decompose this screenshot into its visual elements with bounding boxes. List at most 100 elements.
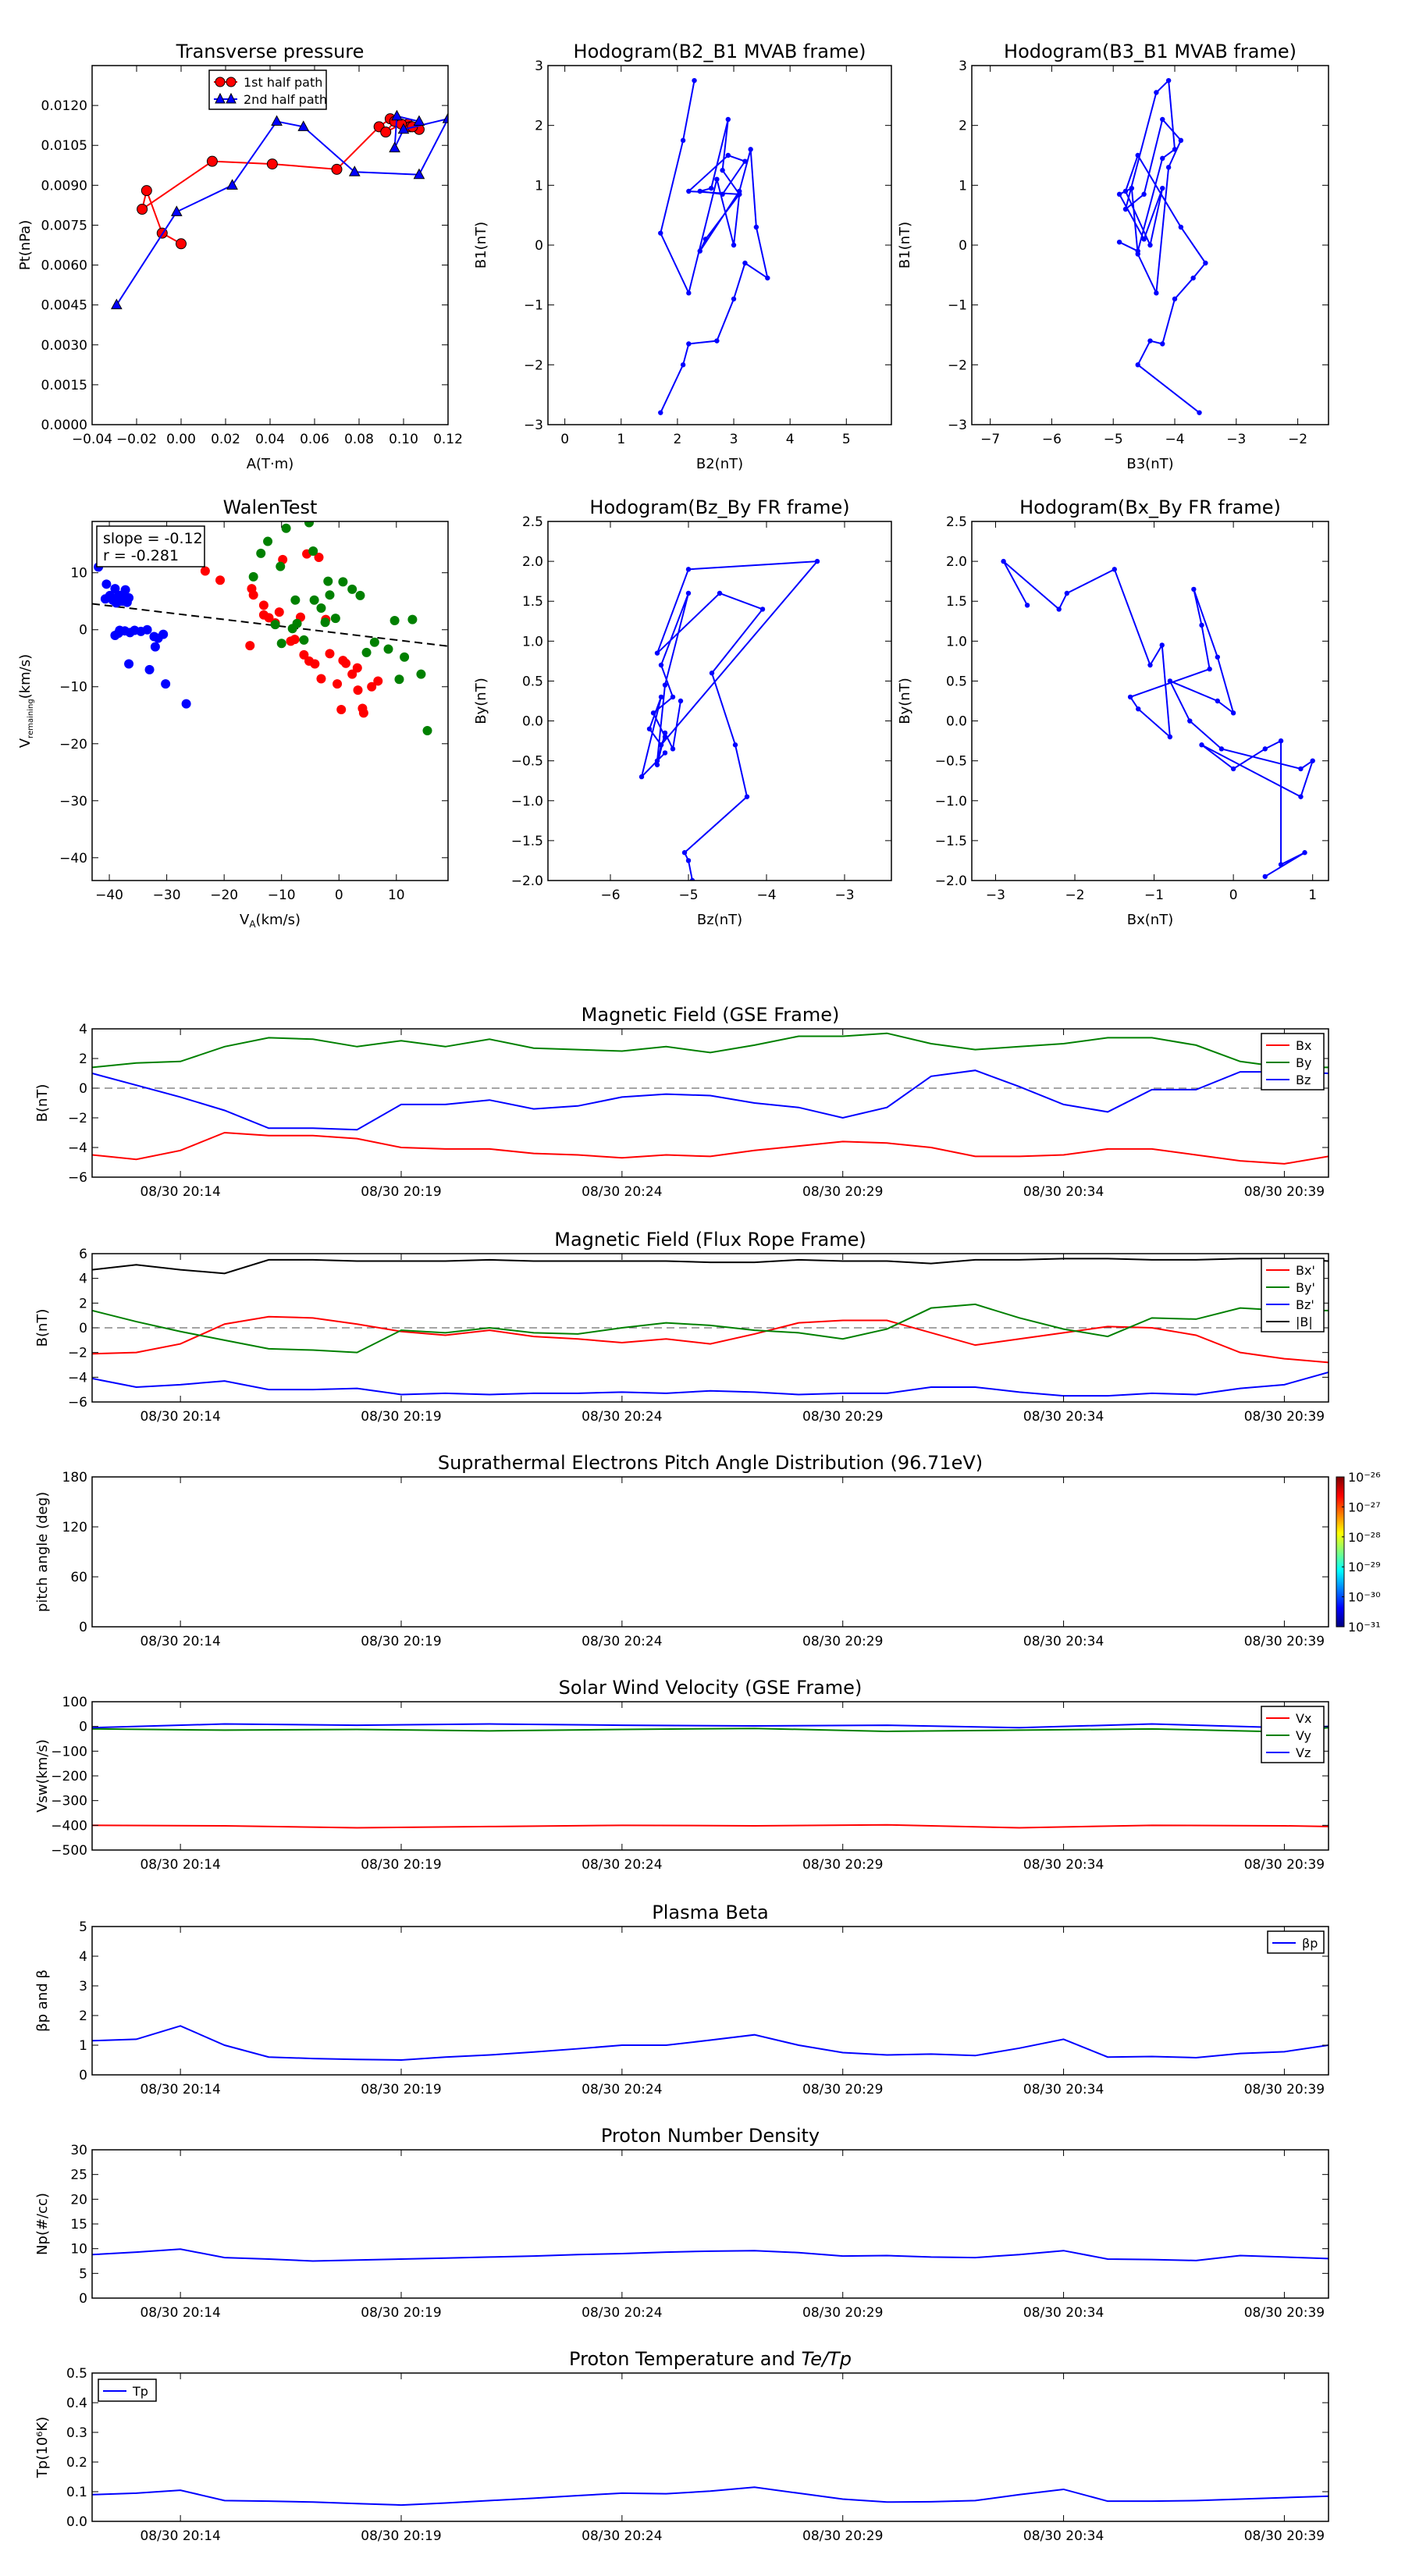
data-point bbox=[108, 595, 119, 605]
y-tick-label: −0.5 bbox=[935, 754, 967, 770]
y-axis-label-sub: remaining bbox=[27, 699, 35, 738]
y-tick-label: 1.0 bbox=[946, 634, 967, 649]
x-tick-label: −3 bbox=[834, 888, 854, 903]
x-tick-label: −5 bbox=[678, 888, 698, 903]
data-point bbox=[692, 77, 697, 84]
data-point bbox=[161, 679, 171, 689]
data-point bbox=[336, 704, 347, 714]
data-point bbox=[742, 158, 748, 164]
y-tick-label: −200 bbox=[51, 1769, 87, 1784]
plot-area bbox=[111, 109, 448, 310]
data-point bbox=[1199, 622, 1204, 628]
data-point bbox=[658, 662, 664, 668]
plot-frame bbox=[91, 2372, 1329, 2522]
chart-mag_gse: Magnetic Field (GSE Frame) −6 −4 −2 0 2 4 08/30… bbox=[34, 1004, 1329, 1200]
y-tick-label: 5 bbox=[79, 1920, 87, 1935]
data-point bbox=[330, 614, 340, 624]
x-tick-label: 0 bbox=[1229, 888, 1238, 903]
data-point bbox=[1178, 137, 1184, 144]
x-tick-label: 08/30 20:39 bbox=[1244, 2305, 1325, 2321]
plot-area bbox=[92, 2025, 1329, 2062]
x-tick-label: 08/30 20:14 bbox=[140, 1634, 220, 1649]
x-tick-label: 08/30 20:34 bbox=[1023, 2082, 1104, 2097]
data-point bbox=[1024, 603, 1030, 608]
y-tick-label: 0 bbox=[79, 1620, 87, 1635]
data-point bbox=[101, 579, 112, 589]
data-point bbox=[361, 647, 372, 657]
x-axis-label: B2(nT) bbox=[696, 456, 743, 472]
data-point bbox=[1187, 718, 1193, 724]
data-point bbox=[310, 659, 320, 669]
data-point bbox=[658, 742, 664, 748]
data-point bbox=[1141, 237, 1147, 242]
y-tick-label: 0 bbox=[535, 238, 543, 254]
y-tick-label: 0.2 bbox=[66, 2455, 87, 2471]
data-point bbox=[1172, 147, 1178, 152]
data-point bbox=[685, 858, 692, 863]
x-axis-label: Bz(nT) bbox=[697, 912, 742, 928]
x-tick-label: 08/30 20:29 bbox=[802, 1634, 883, 1649]
data-point bbox=[297, 120, 310, 131]
data-point bbox=[200, 566, 210, 576]
data-point bbox=[325, 590, 335, 600]
data-point bbox=[389, 616, 400, 626]
y-tick-label: 180 bbox=[62, 1470, 87, 1485]
x-tick-label: −2 bbox=[1065, 888, 1084, 903]
data-point bbox=[442, 112, 448, 123]
y-tick-label: −2 bbox=[948, 358, 967, 373]
legend-marker bbox=[215, 92, 226, 104]
legend-marker bbox=[226, 92, 237, 104]
legend-marker bbox=[215, 76, 226, 87]
x-tick-label: 08/30 20:39 bbox=[1244, 1634, 1325, 1649]
plot-frame bbox=[91, 2149, 1329, 2299]
data-point bbox=[400, 652, 410, 662]
data-point bbox=[391, 109, 403, 121]
legend-label: Bx' bbox=[1296, 1263, 1315, 1278]
legend-label: Tp bbox=[132, 2384, 148, 2399]
series-line-|B| bbox=[92, 1258, 1329, 1275]
chart-mag_fr: Magnetic Field (Flux Rope Frame) −6 −4 −2 0 2… bbox=[34, 1229, 1329, 1425]
x-tick-label: 08/30 20:24 bbox=[582, 2305, 662, 2321]
x-tick-label: 0.08 bbox=[344, 432, 374, 447]
data-point bbox=[670, 746, 676, 752]
y-tick-label: 10 bbox=[70, 566, 87, 582]
y-tick-label: 0.3 bbox=[66, 2425, 87, 2441]
series-line-1st half path bbox=[140, 118, 420, 245]
data-point bbox=[1218, 746, 1225, 752]
data-point bbox=[1147, 242, 1153, 248]
data-point bbox=[137, 204, 148, 215]
y-tick-label: 2 bbox=[959, 119, 967, 134]
data-point bbox=[1141, 191, 1147, 197]
legend-label: Bx bbox=[1296, 1038, 1311, 1053]
data-point bbox=[732, 742, 738, 748]
y-axis-label: Np(#/cc) bbox=[34, 2193, 51, 2255]
data-point bbox=[1135, 248, 1140, 254]
data-point bbox=[347, 584, 357, 594]
y-axis-label: Vsw(km/s) bbox=[34, 1739, 51, 1813]
x-tick-label: 10 bbox=[388, 888, 405, 903]
series-line-0 bbox=[1118, 78, 1207, 414]
data-point bbox=[1178, 224, 1184, 230]
data-point bbox=[725, 152, 731, 158]
y-axis-label: B1(nT) bbox=[473, 222, 489, 269]
plot-area bbox=[92, 2248, 1329, 2262]
data-point bbox=[416, 669, 426, 679]
x-tick-label: 0.10 bbox=[389, 432, 418, 447]
x-tick-label: 0.06 bbox=[300, 432, 329, 447]
plot-frame bbox=[971, 521, 1329, 881]
x-tick-label: 08/30 20:24 bbox=[582, 1409, 662, 1425]
data-point bbox=[407, 614, 418, 624]
data-point bbox=[1160, 116, 1165, 123]
y-tick-label: 3 bbox=[959, 59, 967, 74]
data-point bbox=[276, 639, 286, 649]
data-point bbox=[383, 644, 393, 654]
y-tick-label: 0.0 bbox=[946, 714, 967, 730]
data-point bbox=[314, 553, 324, 562]
y-tick-label: 2 bbox=[79, 2008, 87, 2024]
data-point bbox=[717, 590, 723, 596]
plot-area bbox=[92, 1723, 1329, 1829]
data-point bbox=[725, 116, 731, 123]
data-point bbox=[422, 725, 432, 735]
y-tick-label: −3 bbox=[948, 418, 967, 433]
